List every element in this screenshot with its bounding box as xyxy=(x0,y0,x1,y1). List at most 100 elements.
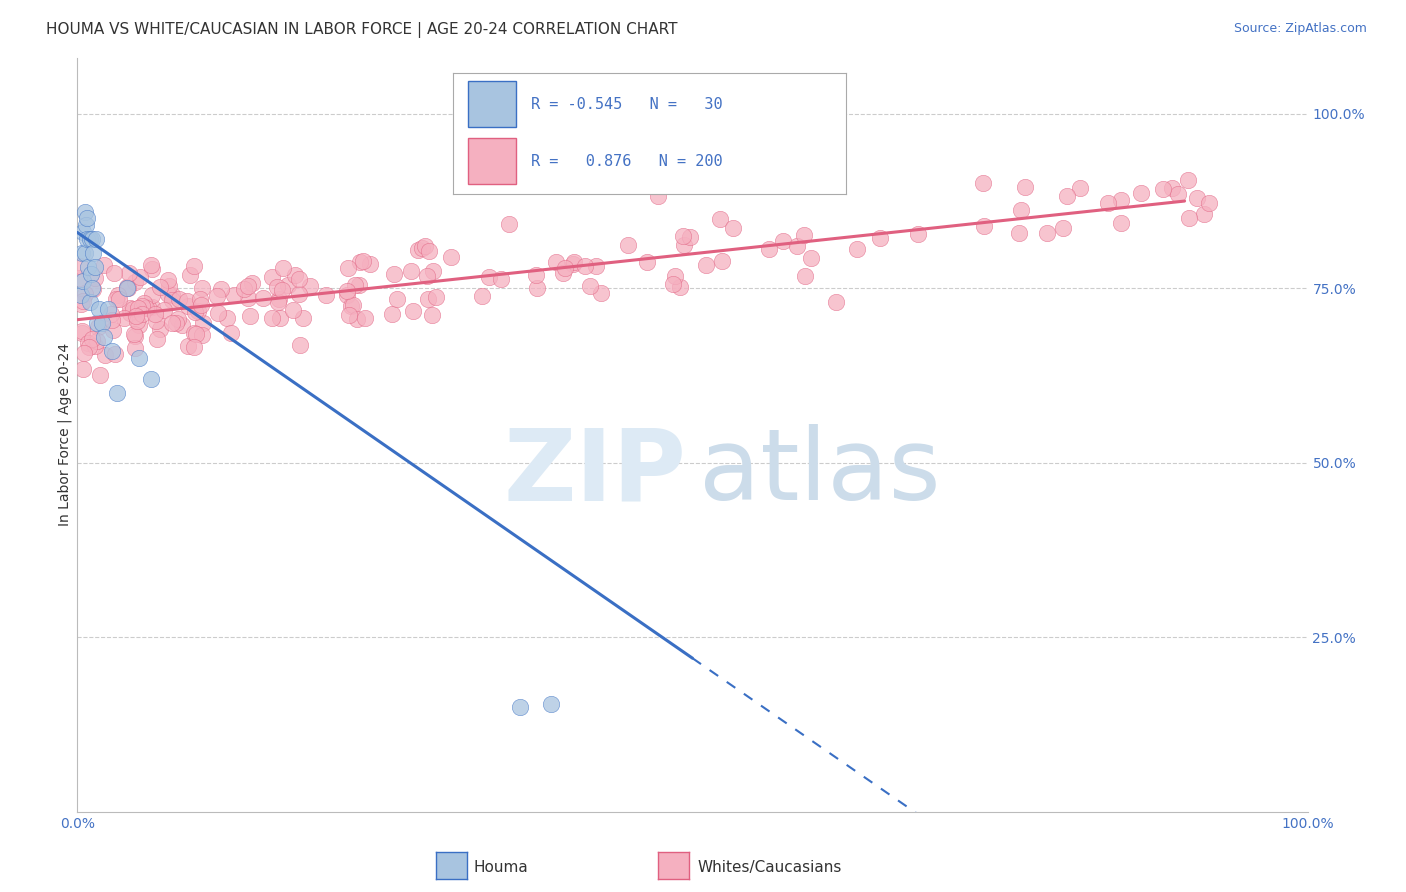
Point xyxy=(339,299,361,313)
Point xyxy=(540,697,562,711)
Point xyxy=(141,288,163,302)
Point xyxy=(347,278,370,293)
Point xyxy=(93,330,115,344)
Point xyxy=(73,346,96,360)
Point xyxy=(222,288,245,302)
Point xyxy=(70,324,93,338)
Point xyxy=(710,253,733,268)
Point xyxy=(252,291,274,305)
Point xyxy=(72,362,94,376)
Point xyxy=(76,232,98,246)
Point xyxy=(207,306,229,320)
Point xyxy=(141,261,163,276)
Point xyxy=(184,305,207,319)
Point xyxy=(124,341,146,355)
Point xyxy=(191,316,214,330)
Point xyxy=(167,311,190,326)
Point xyxy=(191,281,214,295)
Point xyxy=(190,298,212,312)
Point xyxy=(793,228,815,243)
Point xyxy=(553,266,575,280)
Point xyxy=(387,293,409,307)
Point xyxy=(498,217,520,231)
Point xyxy=(160,288,183,302)
Point xyxy=(298,279,321,293)
Point xyxy=(418,244,440,258)
Point xyxy=(846,242,869,256)
Point xyxy=(267,292,290,306)
Point xyxy=(284,268,307,282)
Point xyxy=(124,329,146,343)
Point xyxy=(672,237,695,252)
Point xyxy=(574,259,596,273)
Point xyxy=(546,255,568,269)
Point xyxy=(72,226,94,240)
Point xyxy=(131,299,153,313)
Point xyxy=(75,287,97,301)
Point xyxy=(120,301,142,315)
Point xyxy=(406,243,429,257)
Point xyxy=(86,334,108,348)
Point xyxy=(132,296,155,310)
Point xyxy=(422,264,444,278)
Point xyxy=(664,269,686,284)
Point xyxy=(89,302,111,317)
Point xyxy=(824,295,846,310)
Point xyxy=(131,308,153,322)
Point xyxy=(101,323,124,337)
Point xyxy=(662,277,685,292)
Point xyxy=(401,264,423,278)
Point xyxy=(70,246,93,260)
Point xyxy=(411,241,433,255)
Point xyxy=(82,283,104,297)
Point xyxy=(869,231,891,245)
Point xyxy=(337,308,360,322)
Point xyxy=(292,310,315,325)
Point xyxy=(907,227,929,241)
Point xyxy=(156,287,179,301)
Point xyxy=(145,314,167,328)
Point xyxy=(141,300,163,314)
Point xyxy=(117,280,139,294)
Text: Whites/Caucasians: Whites/Caucasians xyxy=(697,860,842,874)
Point xyxy=(177,300,200,314)
Point xyxy=(82,281,104,295)
Point xyxy=(141,372,163,386)
Point xyxy=(382,267,405,281)
Point xyxy=(75,219,97,233)
Point xyxy=(70,288,93,302)
Point xyxy=(143,307,166,321)
Point xyxy=(183,259,205,273)
Point xyxy=(1161,180,1184,194)
Point xyxy=(636,254,658,268)
Point xyxy=(128,318,150,332)
Point xyxy=(67,271,90,285)
Point xyxy=(1036,226,1059,240)
Point xyxy=(73,204,96,219)
Point xyxy=(205,289,228,303)
Point xyxy=(1010,203,1032,218)
Point xyxy=(209,282,232,296)
Point xyxy=(187,304,209,318)
Point xyxy=(167,292,190,306)
Point xyxy=(89,368,111,382)
Point xyxy=(579,279,602,293)
Point xyxy=(352,254,374,268)
Point xyxy=(73,246,96,260)
Point xyxy=(82,246,104,260)
Point xyxy=(183,340,205,354)
Point xyxy=(149,321,172,335)
Point xyxy=(124,275,146,289)
Point xyxy=(800,251,823,265)
Point xyxy=(101,313,124,327)
Point xyxy=(346,312,368,326)
Point xyxy=(1014,180,1036,194)
Point xyxy=(1185,191,1208,205)
Point xyxy=(277,277,299,292)
Point xyxy=(359,257,381,271)
Point xyxy=(121,302,143,317)
Point xyxy=(342,298,364,312)
Point xyxy=(793,268,815,283)
Point xyxy=(80,268,103,282)
Point xyxy=(509,700,531,714)
